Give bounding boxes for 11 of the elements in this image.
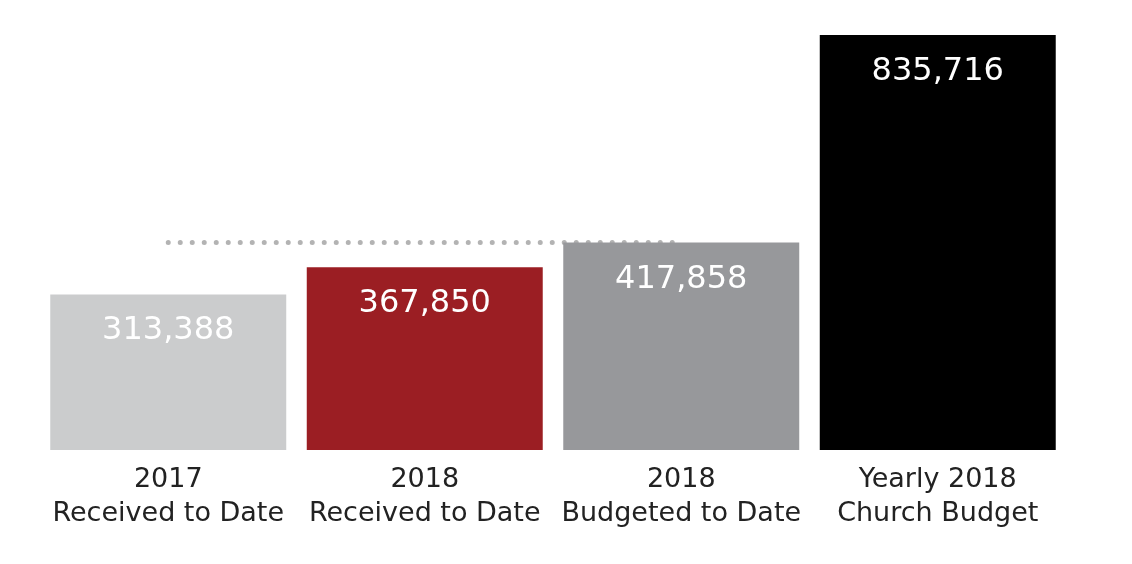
bar (563, 242, 800, 450)
x-tick-label: 2017 Received to Date (52, 461, 285, 527)
x-tick-label: 2018 Budgeted to Date (561, 461, 802, 527)
bar (306, 267, 543, 450)
x-tick-label: 2018 Received to Date (308, 461, 541, 527)
data-label: 835,716 (871, 50, 1004, 88)
bar (50, 294, 287, 450)
bar (819, 35, 1056, 450)
data-label: 367,850 (358, 282, 491, 321)
x-tick-label: Yearly 2018 Church Budget (837, 461, 1039, 527)
data-label: 417,858 (615, 257, 748, 296)
